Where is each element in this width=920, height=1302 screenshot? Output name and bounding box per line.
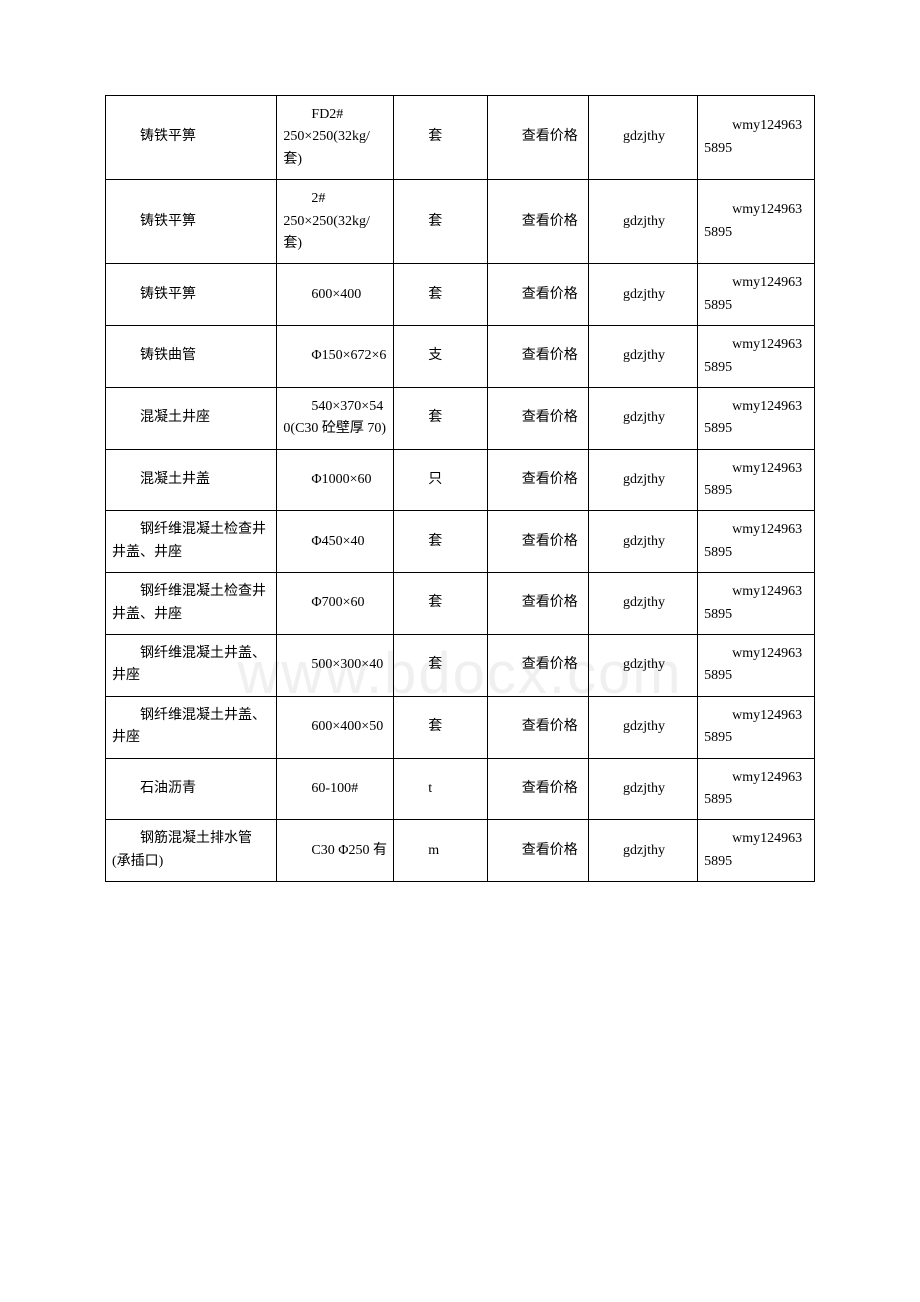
table-row: 混凝土井盖 Φ1000×60 只 查看价格 gdzjthy wmy1249635… (106, 449, 815, 511)
cell-name: 混凝土井座 (106, 387, 277, 449)
cell-unit: 套 (394, 264, 487, 326)
cell-name: 铸铁曲管 (106, 326, 277, 388)
cell-spec: Φ150×672×6 (277, 326, 394, 388)
cell-name: 钢纤维混凝土检查井井盖、井座 (106, 511, 277, 573)
cell-spec: C30 Φ250 有 (277, 820, 394, 882)
cell-spec: Φ450×40 (277, 511, 394, 573)
cell-code2: wmy1249635895 (698, 326, 815, 388)
cell-code1: gdzjthy (589, 635, 698, 697)
cell-spec: Φ1000×60 (277, 449, 394, 511)
table-row: 钢纤维混凝土井盖、井座 500×300×40 套 查看价格 gdzjthy wm… (106, 635, 815, 697)
cell-name: 钢纤维混凝土检查井井盖、井座 (106, 573, 277, 635)
cell-code2: wmy1249635895 (698, 573, 815, 635)
cell-price: 查看价格 (487, 326, 588, 388)
cell-code2: wmy1249635895 (698, 264, 815, 326)
cell-code2: wmy1249635895 (698, 180, 815, 264)
cell-unit: 支 (394, 326, 487, 388)
cell-code1: gdzjthy (589, 696, 698, 758)
cell-code2: wmy1249635895 (698, 449, 815, 511)
cell-unit: t (394, 758, 487, 820)
cell-price: 查看价格 (487, 820, 588, 882)
cell-code2: wmy1249635895 (698, 758, 815, 820)
table-row: 铸铁平箅 FD2# 250×250(32kg/套) 套 查看价格 gdzjthy… (106, 96, 815, 180)
cell-spec: 2# 250×250(32kg/套) (277, 180, 394, 264)
materials-table: 铸铁平箅 FD2# 250×250(32kg/套) 套 查看价格 gdzjthy… (105, 95, 815, 882)
cell-price: 查看价格 (487, 96, 588, 180)
cell-price: 查看价格 (487, 635, 588, 697)
cell-price: 查看价格 (487, 180, 588, 264)
cell-unit: 套 (394, 180, 487, 264)
cell-unit: 套 (394, 511, 487, 573)
cell-code2: wmy1249635895 (698, 96, 815, 180)
cell-code1: gdzjthy (589, 758, 698, 820)
cell-spec: 500×300×40 (277, 635, 394, 697)
cell-spec: 60-100# (277, 758, 394, 820)
cell-code1: gdzjthy (589, 511, 698, 573)
cell-price: 查看价格 (487, 449, 588, 511)
table-row: 混凝土井座 540×370×540(C30 砼壁厚 70) 套 查看价格 gdz… (106, 387, 815, 449)
cell-unit: 套 (394, 635, 487, 697)
cell-price: 查看价格 (487, 511, 588, 573)
cell-unit: 套 (394, 96, 487, 180)
cell-unit: 套 (394, 387, 487, 449)
cell-code1: gdzjthy (589, 387, 698, 449)
table-body: 铸铁平箅 FD2# 250×250(32kg/套) 套 查看价格 gdzjthy… (106, 96, 815, 882)
cell-price: 查看价格 (487, 573, 588, 635)
cell-price: 查看价格 (487, 264, 588, 326)
table-row: 铸铁曲管 Φ150×672×6 支 查看价格 gdzjthy wmy124963… (106, 326, 815, 388)
cell-spec: 600×400 (277, 264, 394, 326)
cell-code1: gdzjthy (589, 573, 698, 635)
cell-name: 石油沥青 (106, 758, 277, 820)
cell-code1: gdzjthy (589, 180, 698, 264)
cell-code2: wmy1249635895 (698, 696, 815, 758)
cell-unit: 只 (394, 449, 487, 511)
cell-name: 铸铁平箅 (106, 264, 277, 326)
cell-price: 查看价格 (487, 387, 588, 449)
table-row: 铸铁平箅 2# 250×250(32kg/套) 套 查看价格 gdzjthy w… (106, 180, 815, 264)
cell-code1: gdzjthy (589, 326, 698, 388)
table-row: 铸铁平箅 600×400 套 查看价格 gdzjthy wmy124963589… (106, 264, 815, 326)
cell-code1: gdzjthy (589, 96, 698, 180)
cell-code2: wmy1249635895 (698, 635, 815, 697)
table-row: 钢纤维混凝土检查井井盖、井座 Φ450×40 套 查看价格 gdzjthy wm… (106, 511, 815, 573)
table-row: 钢筋混凝土排水管(承插口) C30 Φ250 有 m 查看价格 gdzjthy … (106, 820, 815, 882)
cell-spec: 540×370×540(C30 砼壁厚 70) (277, 387, 394, 449)
cell-code1: gdzjthy (589, 449, 698, 511)
cell-name: 钢纤维混凝土井盖、井座 (106, 696, 277, 758)
table-row: 钢纤维混凝土检查井井盖、井座 Φ700×60 套 查看价格 gdzjthy wm… (106, 573, 815, 635)
cell-unit: m (394, 820, 487, 882)
cell-unit: 套 (394, 573, 487, 635)
cell-unit: 套 (394, 696, 487, 758)
cell-name: 铸铁平箅 (106, 96, 277, 180)
cell-spec: Φ700×60 (277, 573, 394, 635)
cell-spec: 600×400×50 (277, 696, 394, 758)
cell-price: 查看价格 (487, 696, 588, 758)
cell-name: 钢纤维混凝土井盖、井座 (106, 635, 277, 697)
table-row: 石油沥青 60-100# t 查看价格 gdzjthy wmy124963589… (106, 758, 815, 820)
cell-price: 查看价格 (487, 758, 588, 820)
table-row: 钢纤维混凝土井盖、井座 600×400×50 套 查看价格 gdzjthy wm… (106, 696, 815, 758)
cell-code2: wmy1249635895 (698, 387, 815, 449)
cell-spec: FD2# 250×250(32kg/套) (277, 96, 394, 180)
cell-code1: gdzjthy (589, 820, 698, 882)
cell-code2: wmy1249635895 (698, 820, 815, 882)
cell-name: 铸铁平箅 (106, 180, 277, 264)
cell-code1: gdzjthy (589, 264, 698, 326)
cell-name: 混凝土井盖 (106, 449, 277, 511)
cell-name: 钢筋混凝土排水管(承插口) (106, 820, 277, 882)
cell-code2: wmy1249635895 (698, 511, 815, 573)
